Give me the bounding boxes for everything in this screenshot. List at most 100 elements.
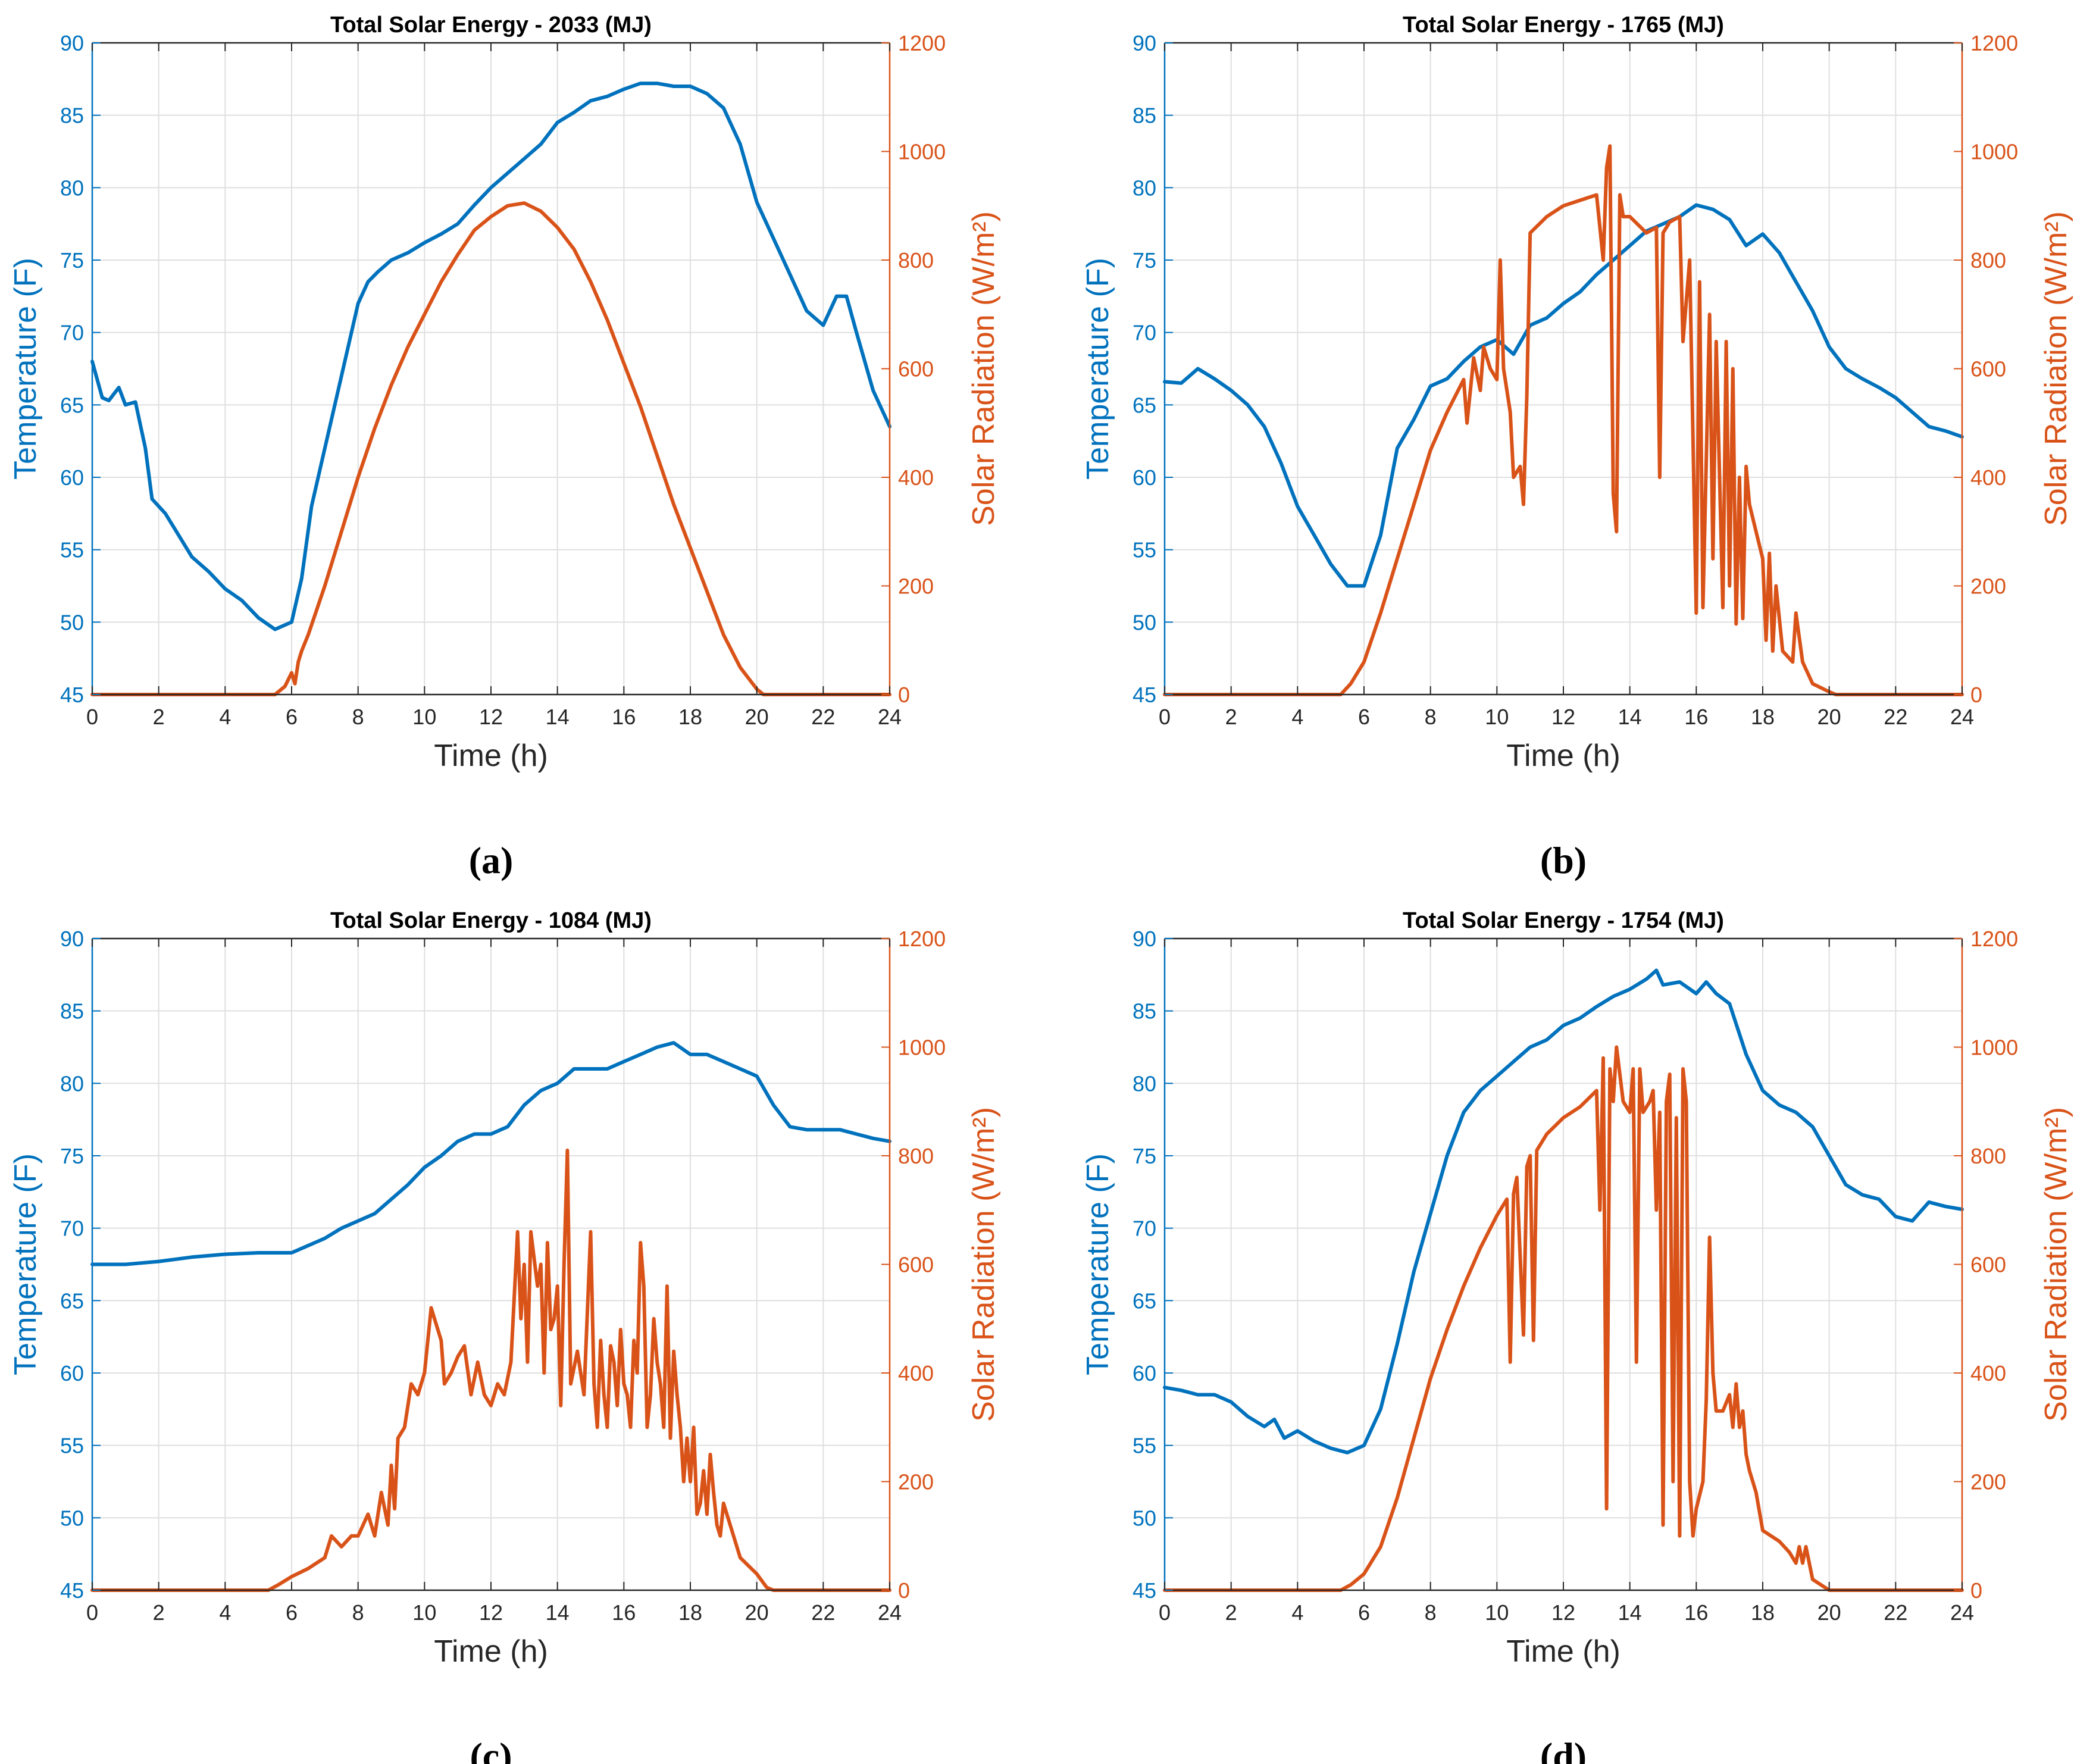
y-axis-label-right: Solar Radiation (W/m²) xyxy=(966,1107,1001,1422)
y-tick-label-right: 400 xyxy=(898,465,934,490)
chart-panel-d: 0 2 4 6 8 10 12 14 16 18 20 22 244550556065707580859… xyxy=(1081,908,2073,1764)
y-tick-label-right: 200 xyxy=(1970,1470,2006,1494)
chart-panel-a: 0 2 4 6 8 10 12 14 16 18 20 22 244550556065707580859… xyxy=(8,12,1001,881)
y-tick-label-left: 60 xyxy=(60,465,84,490)
solar-radiation-series-line xyxy=(90,201,891,696)
x-tick-label: 6 xyxy=(286,705,298,729)
y-tick-label-right: 1200 xyxy=(1970,927,2018,951)
y-tick-label-right: 0 xyxy=(1970,1578,1982,1603)
y-tick-label-right: 0 xyxy=(898,683,910,707)
y-tick-label-right: 1000 xyxy=(898,140,946,164)
y-tick-label-left: 55 xyxy=(60,538,84,562)
y-tick-label-left: 85 xyxy=(60,104,84,128)
y-tick-label-left: 50 xyxy=(1133,1506,1156,1530)
y-tick-label-right: 800 xyxy=(898,1144,934,1168)
x-tick-label: 22 xyxy=(811,705,835,729)
y-tick-label-left: 90 xyxy=(60,31,84,55)
y-tick-label-left: 80 xyxy=(60,1071,84,1096)
y-tick-label-right: 800 xyxy=(898,248,934,273)
y-axis-label-left: Temperature (F) xyxy=(1081,258,1115,480)
y-tick-label-left: 50 xyxy=(60,1506,84,1530)
x-tick-label: 24 xyxy=(1950,1600,1974,1625)
x-tick-label: 16 xyxy=(1684,1600,1708,1625)
temperature-series-line xyxy=(90,1041,891,1266)
chart-panel-c: 0 2 4 6 8 10 12 14 16 18 20 22 244550556065707580859… xyxy=(8,908,1001,1764)
y-tick-label-left: 55 xyxy=(60,1434,84,1458)
x-tick-label: 4 xyxy=(219,705,231,729)
y-tick-label-left: 50 xyxy=(1133,610,1156,634)
y-tick-label-right: 800 xyxy=(1970,1144,2006,1168)
x-tick-label: 12 xyxy=(1551,705,1575,729)
x-axis-label: Time (h) xyxy=(1506,1634,1621,1669)
y-tick-label-left: 45 xyxy=(1133,1578,1156,1603)
y-tick-label-left: 75 xyxy=(1133,1144,1156,1168)
y-tick-label-left: 75 xyxy=(60,1144,84,1168)
x-tick-label: 10 xyxy=(1485,705,1509,729)
x-tick-label: 2 xyxy=(153,705,165,729)
chart-title: Total Solar Energy - 1765 (MJ) xyxy=(1403,12,1724,37)
y-tick-label-left: 65 xyxy=(1133,1288,1156,1313)
y-tick-label-left: 90 xyxy=(60,927,84,951)
x-tick-label: 2 xyxy=(1225,705,1237,729)
panel-label: (d) xyxy=(1540,1735,1587,1764)
x-tick-label: 14 xyxy=(1618,1600,1642,1625)
x-tick-label: 10 xyxy=(412,705,436,729)
x-tick-label: 14 xyxy=(546,705,570,729)
temperature-series-line xyxy=(1163,203,1964,588)
x-tick-label: 0 xyxy=(86,1600,98,1625)
y-tick-label-right: 600 xyxy=(898,1253,934,1277)
x-tick-label: 6 xyxy=(1358,705,1370,729)
y-tick-label-left: 65 xyxy=(60,1288,84,1313)
y-tick-label-left: 65 xyxy=(60,393,84,417)
x-tick-label: 24 xyxy=(878,705,902,729)
y-axis-label-left: Temperature (F) xyxy=(1081,1153,1115,1375)
x-axis-label: Time (h) xyxy=(434,739,548,773)
y-tick-label-left: 80 xyxy=(1133,1071,1156,1096)
x-tick-label: 4 xyxy=(1291,705,1303,729)
y-tick-label-right: 1000 xyxy=(1970,1036,2018,1060)
x-tick-label: 10 xyxy=(1485,1600,1509,1625)
y-tick-label-left: 85 xyxy=(60,999,84,1024)
solar-radiation-series-line xyxy=(90,1148,891,1592)
x-tick-label: 16 xyxy=(1684,705,1708,729)
y-axis-label-left: Temperature (F) xyxy=(8,1153,43,1375)
x-axis-label: Time (h) xyxy=(1506,739,1621,773)
y-tick-label-left: 80 xyxy=(60,176,84,200)
x-tick-label: 8 xyxy=(352,1600,364,1625)
x-tick-label: 0 xyxy=(1159,1600,1171,1625)
chart-title: Total Solar Energy - 2033 (MJ) xyxy=(330,12,652,37)
x-tick-label: 8 xyxy=(352,705,364,729)
x-tick-label: 8 xyxy=(1425,705,1437,729)
x-axis-label: Time (h) xyxy=(434,1634,548,1669)
x-tick-label: 20 xyxy=(745,1600,769,1625)
x-tick-label: 18 xyxy=(678,1600,702,1625)
x-tick-label: 18 xyxy=(1751,705,1775,729)
panel-label: (b) xyxy=(1540,839,1587,881)
y-tick-label-left: 70 xyxy=(60,1216,84,1241)
x-tick-label: 14 xyxy=(1618,705,1642,729)
y-tick-label-right: 1200 xyxy=(898,927,946,951)
y-tick-label-right: 200 xyxy=(898,574,934,599)
y-tick-label-left: 75 xyxy=(60,248,84,273)
y-tick-label-right: 400 xyxy=(1970,1361,2006,1385)
y-tick-label-left: 45 xyxy=(60,1578,84,1603)
x-tick-label: 10 xyxy=(412,1600,436,1625)
x-tick-label: 24 xyxy=(1950,705,1974,729)
x-tick-label: 6 xyxy=(1358,1600,1370,1625)
chart-title: Total Solar Energy - 1084 (MJ) xyxy=(330,908,652,933)
x-tick-label: 22 xyxy=(1884,1600,1907,1625)
y-tick-label-left: 85 xyxy=(1133,104,1156,128)
y-tick-label-right: 600 xyxy=(898,357,934,381)
y-tick-label-right: 1000 xyxy=(898,1036,946,1060)
y-tick-label-right: 1000 xyxy=(1970,140,2018,164)
y-axis-label-left: Temperature (F) xyxy=(8,258,43,480)
y-tick-label-left: 90 xyxy=(1133,31,1156,55)
y-tick-label-left: 90 xyxy=(1133,927,1156,951)
x-tick-label: 0 xyxy=(86,705,98,729)
temperature-series-line xyxy=(90,82,891,631)
y-tick-label-right: 0 xyxy=(1970,683,1982,707)
y-tick-label-left: 45 xyxy=(1133,683,1156,707)
x-tick-label: 2 xyxy=(1225,1600,1237,1625)
y-tick-label-right: 800 xyxy=(1970,248,2006,273)
y-tick-label-left: 65 xyxy=(1133,393,1156,417)
